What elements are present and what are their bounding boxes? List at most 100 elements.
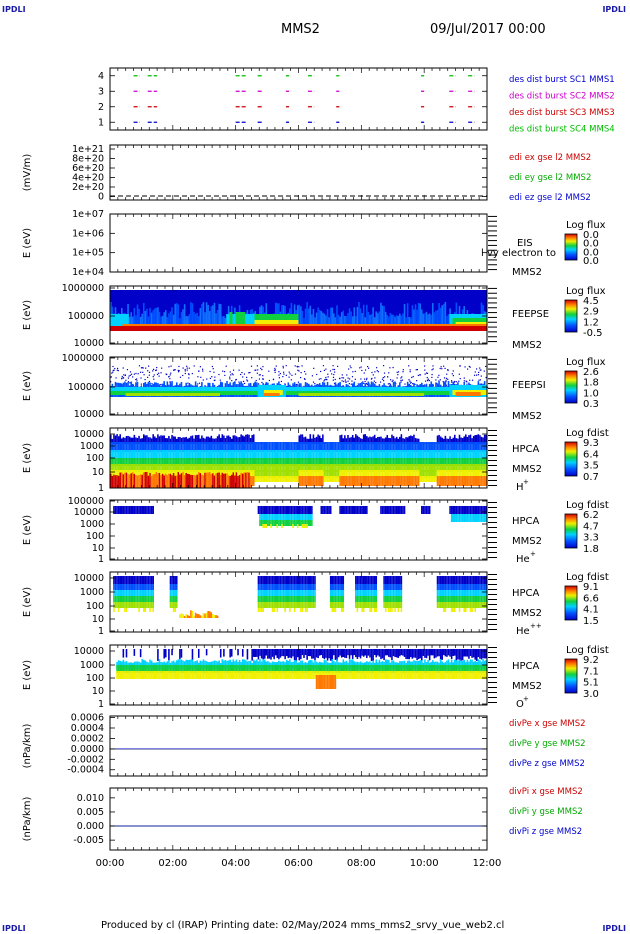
- spectrogram-cell: [133, 665, 136, 673]
- spectrogram-cell: [386, 602, 389, 608]
- spectrogram-cell: [449, 458, 451, 466]
- spectrogram-cell: [391, 470, 393, 478]
- spectrogram-cell: [309, 470, 312, 478]
- spectrogram-cell: [300, 506, 302, 514]
- spectrogram-cell: [301, 665, 304, 673]
- spectrogram-cell: [113, 590, 115, 596]
- spectrogram-cell: [471, 665, 473, 673]
- spectrogram-cell: [131, 671, 134, 679]
- spectrogram-cell: [254, 442, 257, 452]
- spectrogram-cell: [417, 660, 420, 669]
- spectrogram-cell: [263, 514, 266, 520]
- spectrogram-cell: [452, 476, 455, 486]
- spectrogram-cell: [117, 436, 120, 444]
- spectrogram-cell: [322, 476, 324, 486]
- spectrogram-cell: [331, 450, 334, 460]
- spectrogram-cell: [138, 442, 140, 452]
- spectrogram-cell: [371, 371, 373, 374]
- spectrogram-cell: [314, 649, 316, 661]
- spectrogram-cell: [479, 665, 481, 673]
- spectrogram-cell: [372, 649, 374, 661]
- spectrogram-cell: [196, 464, 198, 472]
- spectrogram-cell: [384, 649, 387, 656]
- spectrogram-cell: [477, 596, 480, 602]
- spectrogram-cell: [337, 464, 340, 472]
- spectrogram-cell: [251, 458, 253, 466]
- spectrogram-cell: [119, 671, 121, 679]
- spectrogram-cell: [351, 659, 354, 669]
- spectrogram-cell: [260, 450, 263, 460]
- spectrogram-cell: [117, 590, 120, 596]
- spectrogram-cell: [422, 665, 425, 673]
- spectrogram-cell: [483, 590, 486, 596]
- spectrogram-cell: [455, 584, 458, 590]
- spectrogram-cell: [127, 590, 129, 596]
- spectrogram-cell: [333, 675, 335, 689]
- spectrogram-cell: [446, 470, 448, 478]
- spectrogram-cell: [152, 474, 154, 488]
- spectrogram-cell: [353, 470, 356, 478]
- spectrogram-cell: [386, 435, 389, 444]
- spectrogram-cell: [353, 506, 356, 514]
- spectrogram-cell: [285, 671, 288, 679]
- spectrogram-cell: [359, 671, 362, 679]
- spectrogram-cell: [146, 584, 148, 590]
- spectrogram-cell: [326, 450, 329, 460]
- spectrogram-cell: [161, 367, 163, 369]
- spectrogram-cell: [476, 434, 478, 444]
- spectrogram-cell: [431, 376, 433, 379]
- spectrogram-cell: [347, 435, 349, 444]
- spectrogram-cell: [293, 665, 296, 673]
- spectrogram-cell: [144, 378, 146, 381]
- spectrogram-cell: [358, 458, 360, 466]
- spectrogram-cell: [188, 464, 191, 472]
- spectrogram-cell: [230, 458, 233, 466]
- spectrogram-cell: [355, 434, 357, 444]
- spectrogram-cell: [207, 305, 209, 328]
- spectrogram-cell: [348, 659, 351, 669]
- spectrogram-cell: [359, 438, 362, 444]
- spectrogram-cell: [359, 665, 362, 673]
- spectrogram-cell: [455, 476, 458, 486]
- spectrogram-cell: [149, 602, 151, 608]
- spectrogram-cell: [469, 464, 472, 472]
- spectrogram-cell: [333, 368, 336, 371]
- spectrogram-cell: [372, 576, 374, 584]
- spectrogram-cell: [383, 665, 385, 673]
- spectrogram-cell: [326, 464, 329, 472]
- spectrogram-cell: [295, 671, 297, 679]
- spectrogram-cell: [377, 470, 379, 478]
- spectrogram-cell: [464, 366, 466, 368]
- spectrogram-cell: [356, 476, 359, 486]
- spectrogram-cell: [412, 375, 414, 378]
- spectrogram-cell: [282, 584, 285, 590]
- spectrogram-cell: [386, 671, 389, 679]
- spectrogram-cell: [446, 584, 448, 590]
- spectrogram-cell: [416, 438, 418, 444]
- spectrogram-cell: [227, 464, 230, 472]
- spectrogram-cell: [329, 602, 332, 608]
- spectrogram-cell: [125, 590, 128, 596]
- spectrogram-cell: [311, 438, 313, 444]
- spectrogram-cell: [300, 306, 302, 328]
- spectrogram-cell: [438, 590, 440, 596]
- spectrogram-cell: [468, 590, 470, 596]
- spectrogram-cell: [142, 602, 145, 608]
- spectrogram-cell: [369, 464, 371, 472]
- spectrogram-cell: [229, 312, 233, 328]
- spectrogram-cell: [441, 602, 444, 608]
- spectrogram-cell: [172, 602, 175, 608]
- spectrogram-cell: [246, 379, 248, 381]
- spectrogram-cell: [300, 376, 302, 379]
- spectrogram-cell: [116, 590, 118, 596]
- spectrogram-cell: [232, 369, 235, 371]
- spectrogram-cell: [130, 590, 132, 596]
- spectrogram-cell: [465, 590, 467, 596]
- spectrogram-cell: [270, 470, 272, 478]
- spectrogram-cell: [400, 458, 403, 466]
- spectrogram-cell: [315, 450, 318, 460]
- spectrogram-cell: [309, 520, 312, 526]
- spectrogram-cell: [216, 442, 219, 452]
- spectrogram-cell: [414, 383, 416, 386]
- spectrogram-cell: [445, 384, 448, 386]
